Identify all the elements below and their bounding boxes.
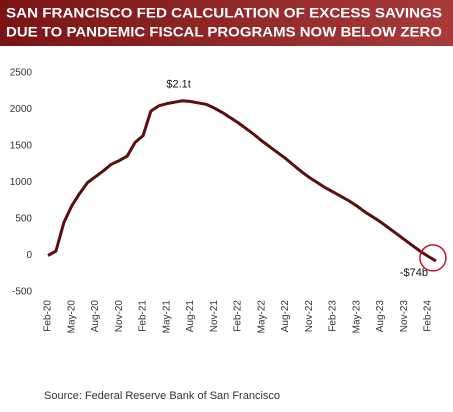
x-tick-label: Nov-20 — [114, 300, 125, 333]
data-line — [47, 99, 437, 263]
x-tick-label: Aug-21 — [185, 300, 196, 333]
x-tick-label: Nov-22 — [304, 300, 315, 333]
x-tick-label: Aug-20 — [90, 300, 101, 333]
x-tick-label: Feb-24 — [423, 300, 434, 332]
source: Source: Federal Reserve Bank of San Fran… — [44, 390, 280, 402]
x-tick-label: Feb-22 — [233, 300, 244, 332]
y-tick-label: 2000 — [10, 104, 33, 115]
data-label: $2.1t — [166, 79, 190, 91]
y-tick-label: 1500 — [10, 141, 33, 152]
title-banner — [0, 0, 453, 46]
y-tick-label: 1000 — [10, 177, 33, 188]
x-tick-label: May-23 — [351, 300, 362, 334]
x-tick-label: Aug-22 — [280, 300, 291, 333]
y-tick-label: 500 — [15, 214, 32, 225]
highlight-circle — [419, 244, 447, 272]
x-tick-label: Nov-21 — [209, 300, 220, 333]
x-tick-label: Aug-23 — [375, 300, 386, 333]
y-tick-label: 2500 — [10, 68, 33, 79]
x-tick-label: May-21 — [161, 300, 172, 334]
x-tick-label: Nov-23 — [399, 300, 410, 333]
x-tick-label: May-20 — [66, 300, 77, 334]
x-tick-label: May-22 — [256, 300, 267, 334]
chart-title: DUE TO PANDEMIC FISCAL PROGRAMS NOW BELO… — [6, 24, 442, 40]
y-tick-label: -500 — [12, 287, 32, 298]
data-label: -$74b — [400, 267, 428, 279]
y-tick-label: 0 — [26, 250, 32, 261]
x-tick-label: Feb-21 — [138, 300, 149, 332]
chart-title: SAN FRANCISCO FED CALCULATION OF EXCESS … — [6, 5, 442, 21]
x-tick-label: Feb-23 — [328, 300, 339, 332]
x-tick-label: Feb-20 — [43, 300, 54, 332]
